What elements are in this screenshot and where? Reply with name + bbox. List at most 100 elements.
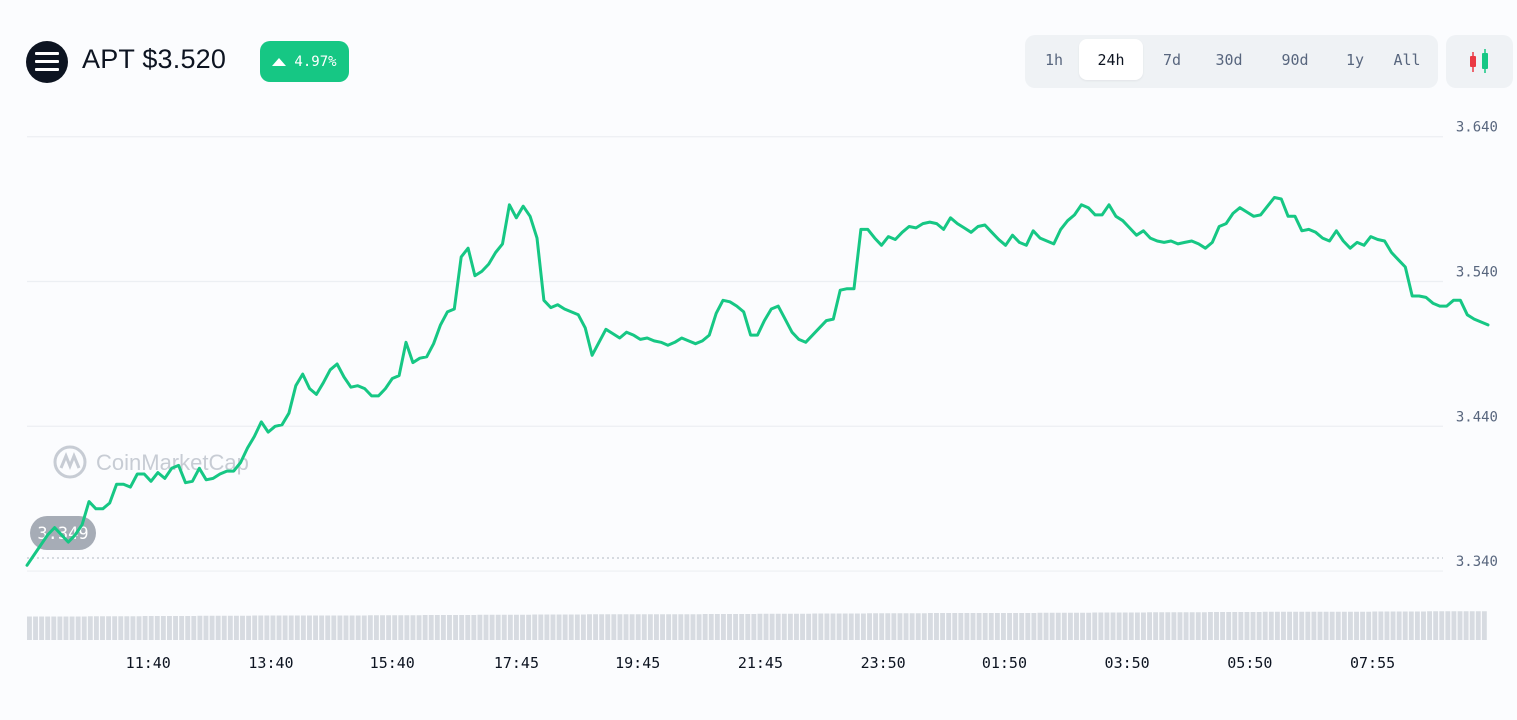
volume-bar xyxy=(197,615,203,640)
x-tick-label: 07:55 xyxy=(1350,654,1395,672)
volume-bar xyxy=(160,616,166,640)
volume-bar xyxy=(282,615,288,640)
triangle-up-icon xyxy=(272,57,287,66)
volume-bar xyxy=(1311,611,1317,640)
volume-bar xyxy=(75,616,81,640)
volume-bar xyxy=(1378,611,1384,640)
volume-bar xyxy=(970,613,976,640)
volume-bar xyxy=(568,614,574,640)
volume-bar xyxy=(215,615,221,640)
volume-bar xyxy=(233,615,239,640)
volume-bar xyxy=(842,613,848,640)
coin-price-title: APT $3.520 xyxy=(82,44,227,74)
volume-bar xyxy=(264,615,270,640)
volume-bar xyxy=(1299,611,1305,640)
range-button-all[interactable]: All xyxy=(1393,50,1421,69)
volume-bar xyxy=(319,615,325,640)
volume-bar xyxy=(258,615,264,640)
range-button-1y[interactable]: 1y xyxy=(1345,50,1365,69)
range-button-7d[interactable]: 7d xyxy=(1162,50,1182,69)
volume-bar xyxy=(386,615,392,640)
volume-bar xyxy=(1323,611,1329,640)
volume-bar xyxy=(1043,612,1049,640)
volume-bar xyxy=(940,613,946,640)
volume-bar xyxy=(897,613,903,640)
volume-bar xyxy=(1037,612,1043,640)
chart-type-toggle[interactable] xyxy=(1446,35,1513,88)
volume-bar xyxy=(203,615,209,640)
volume-bar xyxy=(574,614,580,640)
volume-bar xyxy=(1372,611,1378,640)
volume-bar xyxy=(45,616,51,640)
volume-bar xyxy=(1238,612,1244,640)
range-button-24h[interactable]: 24h xyxy=(1079,39,1143,80)
volume-bar xyxy=(495,614,501,640)
volume-bar xyxy=(1104,612,1110,640)
volume-bar xyxy=(440,615,446,640)
volume-bar xyxy=(1214,612,1219,640)
volume-bar xyxy=(398,615,404,640)
volume-bar xyxy=(720,614,726,640)
volume-bar xyxy=(1366,611,1372,640)
volume-bar xyxy=(1055,612,1061,640)
volume-bar xyxy=(404,615,410,640)
volume-bar xyxy=(775,613,781,640)
volume-bar xyxy=(629,614,635,640)
volume-bar xyxy=(684,614,690,640)
volume-bar xyxy=(1098,612,1104,640)
volume-bar xyxy=(903,613,909,640)
volume-bar xyxy=(1481,611,1487,640)
volume-bar xyxy=(1317,611,1323,640)
volume-bar xyxy=(678,614,684,640)
volume-bar xyxy=(769,613,775,640)
volume-bar xyxy=(654,614,659,640)
volume-bar xyxy=(288,615,294,640)
volume-bar xyxy=(221,615,227,640)
range-button-90d[interactable]: 90d xyxy=(1281,50,1309,69)
volume-bar xyxy=(367,615,373,640)
volume-bar xyxy=(124,616,130,640)
volume-bar xyxy=(982,613,988,640)
volume-bar xyxy=(867,613,872,640)
volume-bar xyxy=(1183,612,1189,640)
volume-bar xyxy=(1201,612,1207,640)
volume-bar xyxy=(909,613,915,640)
volume-bar xyxy=(361,615,367,640)
volume-bar xyxy=(39,616,45,640)
volume-bar xyxy=(1463,611,1469,640)
volume-bar xyxy=(1421,611,1426,640)
volume-bar xyxy=(623,614,629,640)
range-button-30d[interactable]: 30d xyxy=(1215,50,1243,69)
volume-bar xyxy=(477,614,483,640)
volume-bar xyxy=(696,614,702,640)
volume-bar xyxy=(1061,612,1067,640)
volume-bar xyxy=(1122,612,1128,640)
volume-bar xyxy=(1086,612,1092,640)
y-tick-label: 3.540 xyxy=(1456,264,1498,280)
volume-bar xyxy=(745,614,751,640)
volume-bar xyxy=(489,614,495,640)
volume-bar xyxy=(1469,611,1475,640)
volume-bar xyxy=(1475,611,1481,640)
range-button-1h[interactable]: 1h xyxy=(1044,50,1064,69)
volume-bar xyxy=(1189,612,1195,640)
volume-bar xyxy=(1445,611,1451,640)
volume-bar xyxy=(185,616,191,640)
volume-bar xyxy=(453,615,459,640)
volume-bar xyxy=(739,614,745,640)
volume-bar xyxy=(130,616,136,640)
volume-bar xyxy=(252,615,258,640)
volume-bar xyxy=(757,613,763,640)
x-tick-label: 11:40 xyxy=(126,654,171,672)
volume-bar xyxy=(787,613,793,640)
volume-bar xyxy=(1025,613,1031,640)
volume-bar xyxy=(1384,611,1390,640)
volume-bar xyxy=(447,615,452,640)
volume-bar xyxy=(349,615,355,640)
volume-bar xyxy=(307,615,312,640)
volume-bar xyxy=(459,615,465,640)
volume-bar xyxy=(952,613,958,640)
volume-bar xyxy=(1427,611,1433,640)
volume-bar xyxy=(599,614,605,640)
